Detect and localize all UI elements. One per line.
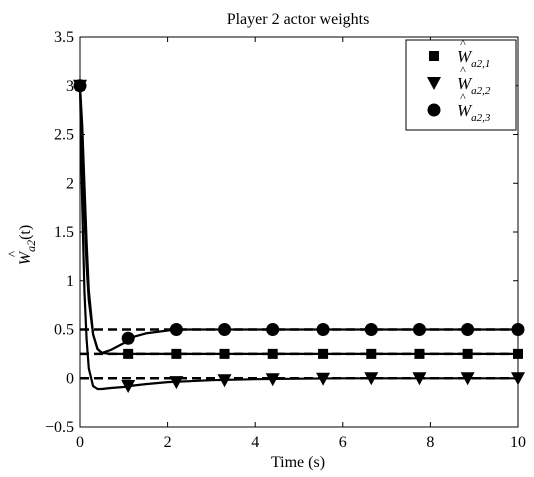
series-1-marker: [171, 348, 182, 359]
y-tick-label: 2: [66, 175, 74, 192]
legend-box: [405, 39, 517, 131]
series-1-marker: [267, 348, 278, 359]
x-tick-label: 2: [164, 434, 172, 451]
series-3-marker: [169, 323, 183, 336]
series-line-2: [78, 85, 518, 391]
series-3-marker: [412, 323, 426, 336]
series-2-marker: [460, 372, 475, 386]
series-2-marker: [412, 372, 427, 386]
series-2-marker: [169, 376, 184, 390]
series-1-marker: [219, 348, 230, 359]
legend-square-icon: [429, 51, 439, 61]
legend-hat-icon: ^: [460, 90, 466, 104]
legend-circle-icon: [427, 103, 441, 117]
x-tick-label: 6: [339, 434, 347, 451]
series-1-marker: [462, 348, 473, 359]
series-2-marker: [316, 372, 331, 386]
series-2-marker: [364, 372, 379, 386]
series-3-marker: [266, 323, 280, 336]
series-1-marker: [123, 348, 134, 359]
series-3-marker: [364, 323, 378, 336]
series-1-marker: [366, 348, 377, 359]
y-tick-label: −0.5: [45, 419, 74, 436]
legend-hat-icon: ^: [460, 36, 466, 50]
y-axis-label-hat-icon: ^: [5, 251, 20, 257]
y-tick-label: 3: [66, 78, 74, 95]
chart-title: Player 2 actor weights: [227, 11, 370, 28]
y-axis-label-subscript: a2: [24, 240, 38, 252]
legend-entry-label: Wa2,1: [457, 47, 490, 70]
series-2-marker: [217, 374, 232, 388]
x-tick-label: 4: [251, 434, 259, 451]
legend-entry-label: Wa2,2: [457, 74, 491, 97]
legend-triangle-down-icon: [427, 77, 441, 90]
y-axis-ticks: −0.5 0 0.5 1 1.5 2 2.5 3 3.5: [45, 29, 518, 436]
series-line-3: [78, 85, 518, 354]
legend: ^Wa2,1^Wa2,2^Wa2,3: [405, 36, 517, 131]
series-2-marker: [265, 373, 280, 387]
y-tick-label: 1.5: [54, 224, 74, 241]
y-tick-label: 0: [66, 370, 74, 387]
y-tick-label: 0.5: [54, 322, 74, 339]
y-tick-label: 3.5: [54, 29, 74, 46]
y-axis-label-suffix: (t): [17, 225, 34, 240]
legend-hat-icon: ^: [460, 63, 466, 77]
svg-text:Wa2(t): Wa2(t): [17, 225, 38, 265]
x-axis-label: Time (s): [271, 454, 325, 471]
series-3-marker: [461, 323, 475, 336]
series-2-marker: [121, 380, 136, 394]
legend-entry-label: Wa2,3: [457, 101, 491, 124]
series-3-marker: [218, 323, 232, 336]
series-lines: [78, 85, 518, 391]
x-tick-label: 0: [76, 434, 84, 451]
x-axis-ticks: 0 2 4 6 8 10: [76, 37, 526, 451]
series-1-marker: [414, 348, 425, 359]
y-tick-label: 1: [66, 273, 74, 290]
x-tick-label: 8: [426, 434, 434, 451]
y-axis-label: Wa2(t) ^: [5, 225, 38, 265]
series-3-marker: [121, 331, 135, 345]
series-3-marker: [316, 323, 330, 336]
series-1-marker: [318, 348, 329, 359]
x-tick-label: 10: [510, 434, 526, 451]
y-tick-label: 2.5: [54, 127, 74, 144]
y-axis-label-base: W: [17, 250, 34, 265]
